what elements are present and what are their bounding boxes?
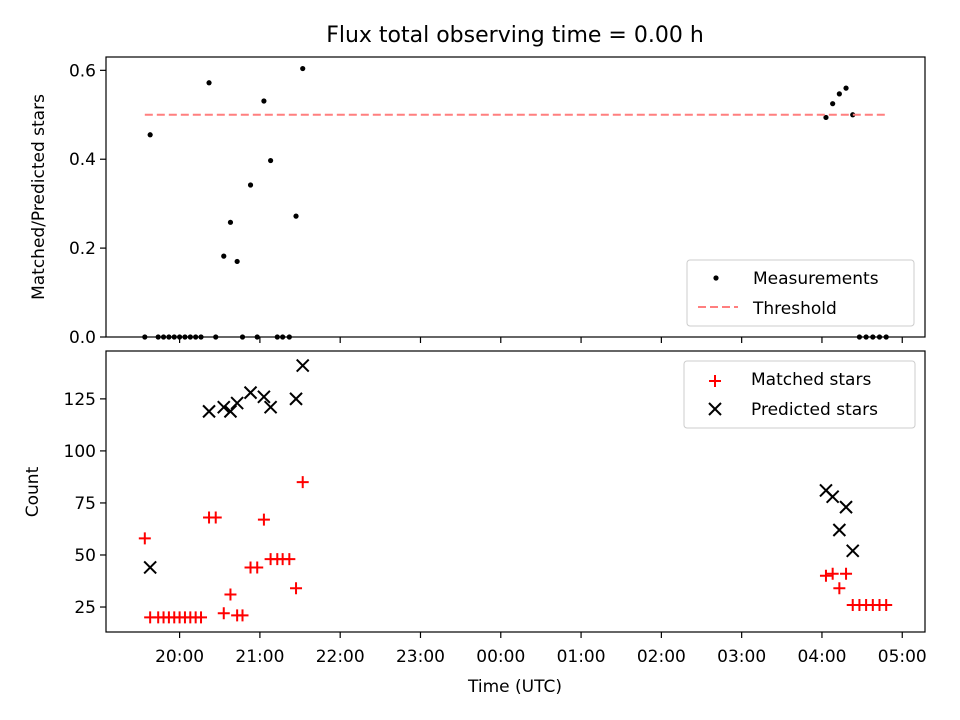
- bottom-axes-frame: [105, 350, 926, 633]
- top-axes-frame: [105, 56, 926, 338]
- predicted-star-point: [143, 560, 157, 575]
- bottom-y-ticks: 25 50 75 100 125: [64, 390, 106, 618]
- bottom-legend-box: [683, 360, 916, 429]
- x-tick-label: 04:00: [797, 647, 846, 667]
- measurement-point: [823, 114, 829, 121]
- top-y-ticks: 0.0 0.2 0.4 0.6: [69, 61, 106, 348]
- predicted-star-point: [202, 404, 216, 419]
- measurement-point: [830, 101, 836, 107]
- x-tick-label: 20:00: [155, 647, 204, 667]
- predicted-star-point: [289, 392, 303, 406]
- top-panel: Matched/Predicted stars 0.0 0.2 0.4 0.6 Mea…: [29, 56, 926, 348]
- x-tick-label: 05:00: [878, 647, 927, 667]
- matched-star-point: [283, 553, 296, 566]
- top-x-ticks: [179, 337, 903, 343]
- bottom-x-ticks: 20:00 21:00 22:00 23:00 00:00 01:00 02:00 03:00…: [155, 632, 927, 667]
- bottom-panel: Count Time (UTC) 25 50 75 100 125 20:00 21:00…: [23, 350, 927, 697]
- measurement-point: [227, 219, 234, 225]
- measurement-point: [293, 213, 299, 219]
- figure-title: Flux total observing time = 0.00 h: [326, 23, 704, 48]
- top-y-tick-label: 0.2: [69, 239, 96, 259]
- matched-star-point: [290, 582, 303, 595]
- x-tick-label: 22:00: [316, 647, 365, 667]
- predicted-star-point: [832, 523, 847, 537]
- matched-star-point: [224, 588, 237, 601]
- predicted-star-point: [839, 500, 853, 514]
- top-y-tick-label: 0.0: [69, 328, 96, 348]
- measurement-point: [206, 80, 212, 86]
- top-legend-box: [686, 259, 915, 327]
- bottom-ylabel: Count: [23, 466, 43, 517]
- legend-measurements-marker: [713, 275, 719, 281]
- bottom-y-tick-label: 100: [64, 442, 96, 462]
- bottom-legend: Matched stars Predicted stars: [683, 360, 916, 429]
- matched-star-point: [819, 569, 832, 582]
- predicted-star-point: [223, 404, 238, 419]
- measurement-point: [268, 157, 274, 164]
- predicted-star-point: [825, 489, 840, 504]
- bottom-xlabel: Time (UTC): [467, 677, 562, 697]
- legend-measurements-label: Measurements: [753, 269, 879, 289]
- matched-star-point: [138, 532, 151, 545]
- predicted-star-point: [263, 400, 278, 414]
- legend-matched-marker: [709, 375, 721, 387]
- matched-star-point: [826, 567, 839, 580]
- measurement-point: [836, 91, 842, 97]
- x-tick-label: 01:00: [557, 647, 606, 667]
- predicted-star-point: [296, 358, 310, 373]
- x-tick-label: 00:00: [476, 647, 525, 667]
- bottom-y-tick-label: 125: [64, 390, 96, 410]
- measurement-point: [850, 112, 856, 118]
- bottom-y-tick-label: 75: [74, 494, 96, 514]
- measurement-point: [221, 253, 227, 259]
- top-y-tick-label: 0.4: [69, 150, 96, 170]
- legend-threshold-label: Threshold: [752, 299, 837, 319]
- matched-star-point: [209, 511, 222, 524]
- legend-matched-label: Matched stars: [751, 370, 871, 390]
- top-y-tick-label: 0.6: [69, 61, 96, 81]
- legend-predicted-label: Predicted stars: [751, 400, 878, 420]
- predicted-star-point: [230, 396, 244, 410]
- measurement-point: [300, 65, 306, 72]
- predicted-star-point: [257, 390, 271, 404]
- top-ylabel: Matched/Predicted stars: [29, 94, 49, 300]
- measurement-point: [247, 182, 254, 188]
- x-tick-label: 02:00: [637, 647, 686, 667]
- matched-star-point: [217, 607, 230, 620]
- matched-star-point: [257, 513, 270, 526]
- predicted-star-point: [217, 400, 231, 414]
- predicted-star-point: [243, 385, 258, 400]
- measurement-point: [261, 98, 267, 104]
- x-tick-label: 21:00: [235, 647, 284, 667]
- x-tick-label: 03:00: [717, 647, 766, 667]
- matched-star-point: [840, 567, 853, 580]
- bottom-y-tick-label: 50: [74, 546, 96, 566]
- measurement-point: [234, 258, 240, 265]
- matched-star-point: [251, 561, 264, 574]
- bottom-plot-area: [138, 358, 893, 624]
- predicted-star-point: [846, 544, 860, 558]
- matched-star-point: [236, 609, 249, 622]
- bottom-y-tick-label: 25: [74, 598, 96, 618]
- x-tick-label: 23:00: [396, 647, 445, 667]
- measurement-point: [843, 85, 849, 91]
- measurement-point: [147, 132, 153, 138]
- matched-star-point: [833, 582, 846, 595]
- legend-predicted-marker: [708, 402, 722, 416]
- matched-star-point: [296, 476, 309, 489]
- matched-star-point: [880, 598, 893, 611]
- top-legend: Measurements Threshold: [686, 259, 915, 327]
- matched-star-point: [195, 611, 208, 624]
